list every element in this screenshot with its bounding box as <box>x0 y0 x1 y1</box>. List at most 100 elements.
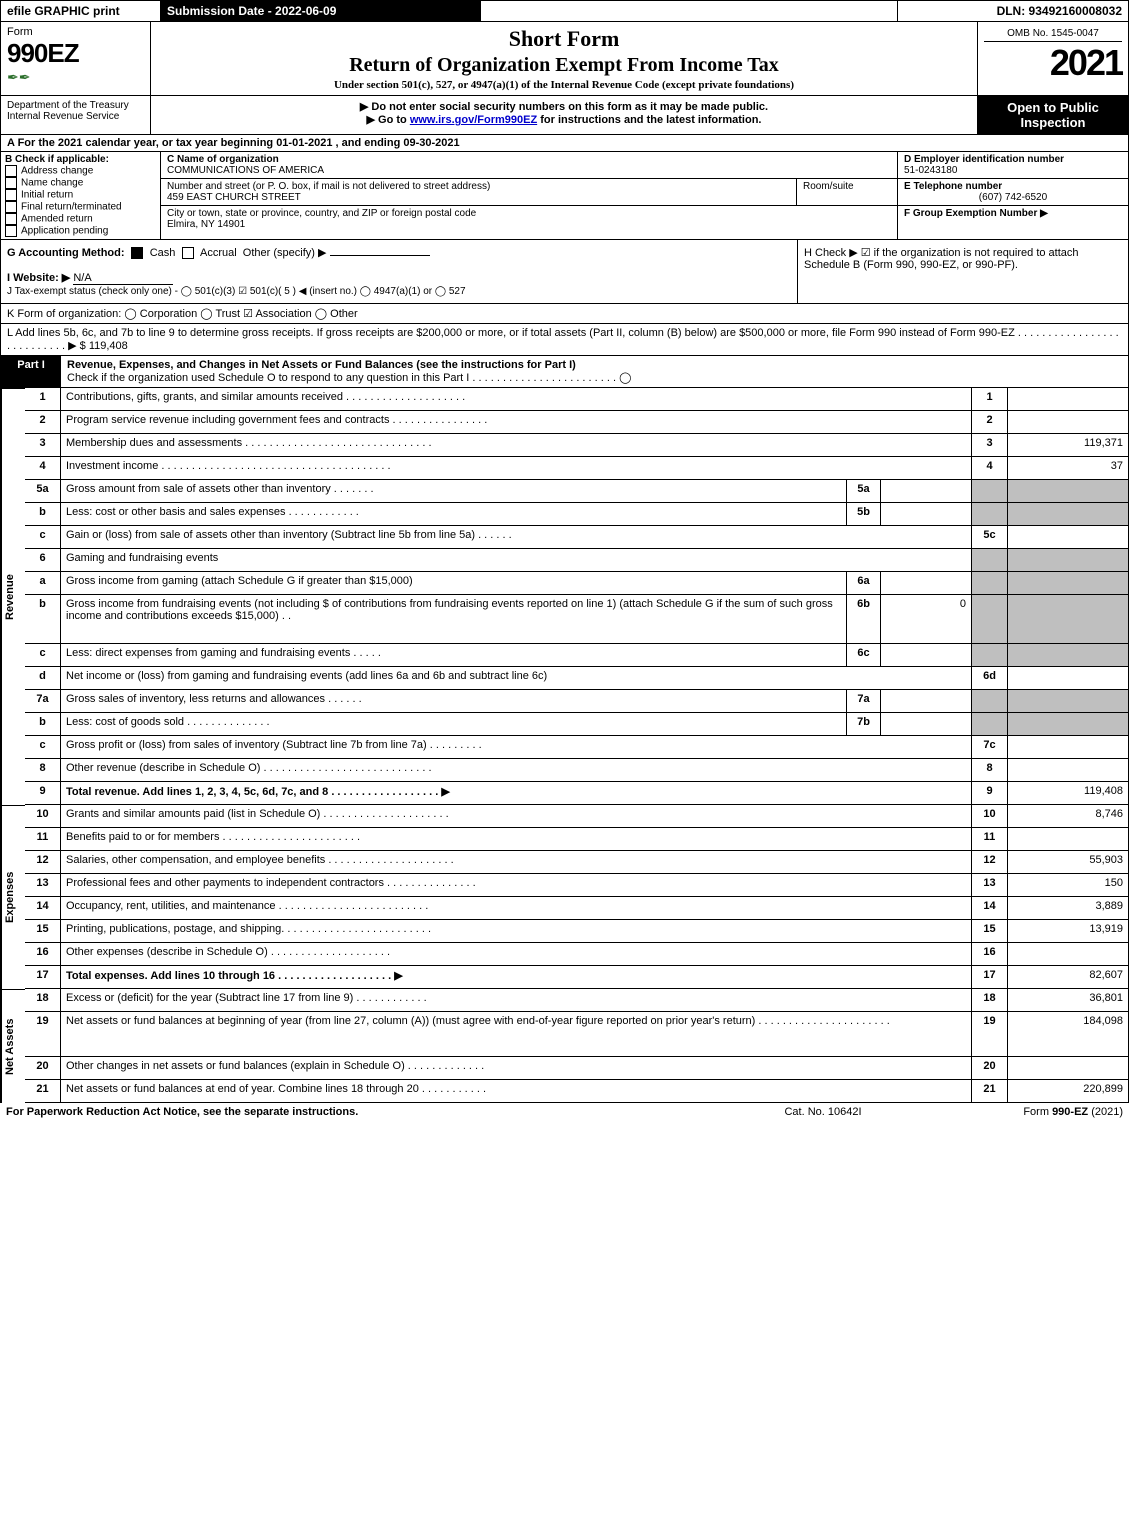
checkbox-accrual[interactable] <box>182 247 194 259</box>
line-number: 7a <box>25 690 61 713</box>
section-b-label: B Check if applicable: <box>5 154 156 165</box>
efile-print-label[interactable]: efile GRAPHIC print <box>1 1 161 21</box>
year-omb-cell: OMB No. 1545-0047 2021 <box>978 22 1128 95</box>
checkbox-initial-return[interactable]: Initial return <box>5 189 156 201</box>
line-number: c <box>25 526 61 549</box>
other-input[interactable] <box>330 255 430 256</box>
right-line-number: 8 <box>972 759 1008 782</box>
section-j: J Tax-exempt status (check only one) - ◯… <box>7 286 466 297</box>
group-exemption-row: F Group Exemption Number ▶ <box>898 206 1128 221</box>
open-to-public: Open to Public Inspection <box>978 96 1128 134</box>
sub-line-amount <box>881 690 971 712</box>
part-1-title: Revenue, Expenses, and Changes in Net As… <box>61 356 1128 387</box>
footer-form-ref: Form 990-EZ (2021) <box>923 1106 1123 1118</box>
ein-row: D Employer identification number 51-0243… <box>898 152 1128 179</box>
checkbox-application-pending[interactable]: Application pending <box>5 225 156 237</box>
dept-link-post: for instructions and the latest informat… <box>537 114 761 126</box>
line-number: 9 <box>25 782 61 805</box>
line-desc: Gain or (loss) from sale of assets other… <box>61 526 972 549</box>
line-amount: 184,098 <box>1008 1012 1128 1057</box>
tel-value: (607) 742-6520 <box>904 192 1122 203</box>
line-amount <box>1008 690 1128 713</box>
line-desc-with-sub: Gross income from gaming (attach Schedul… <box>61 572 972 595</box>
right-line-number: 19 <box>972 1012 1008 1057</box>
org-city-value: Elmira, NY 14901 <box>167 219 891 230</box>
checkbox-amended-return[interactable]: Amended return <box>5 213 156 225</box>
checkbox-address-change[interactable]: Address change <box>5 165 156 177</box>
right-line-number: 7c <box>972 736 1008 759</box>
right-line-number: 14 <box>972 897 1008 920</box>
right-line-number: 11 <box>972 828 1008 851</box>
right-line-number: 5c <box>972 526 1008 549</box>
line-desc: Net income or (loss) from gaming and fun… <box>61 667 972 690</box>
line-desc-with-sub: Less: direct expenses from gaming and fu… <box>61 644 972 667</box>
line-desc: Other expenses (describe in Schedule O) … <box>61 943 972 966</box>
checkbox-cash[interactable] <box>131 247 143 259</box>
line-amount: 150 <box>1008 874 1128 897</box>
sub-line-number: 6c <box>847 644 881 666</box>
line-amount <box>1008 388 1128 411</box>
line-amount <box>1008 644 1128 667</box>
org-city-label: City or town, state or province, country… <box>167 208 891 219</box>
line-desc: Contributions, gifts, grants, and simila… <box>61 388 972 411</box>
right-line-number: 17 <box>972 966 1008 989</box>
line-desc: Total expenses. Add lines 10 through 16 … <box>61 966 972 989</box>
line-number: 17 <box>25 966 61 989</box>
org-info-block: B Check if applicable: Address change Na… <box>0 152 1129 240</box>
line-amount <box>1008 828 1128 851</box>
sub-line-number: 7a <box>847 690 881 712</box>
line-desc: Gross profit or (loss) from sales of inv… <box>61 736 972 759</box>
line-amount: 55,903 <box>1008 851 1128 874</box>
section-l: L Add lines 5b, 6c, and 7b to line 9 to … <box>0 324 1129 356</box>
right-line-number: 1 <box>972 388 1008 411</box>
line-desc: Program service revenue including govern… <box>61 411 972 434</box>
net-assets-label: Net Assets <box>1 989 25 1103</box>
line-desc-with-sub: Gross sales of inventory, less returns a… <box>61 690 972 713</box>
line-number: b <box>25 595 61 644</box>
right-line-number: 13 <box>972 874 1008 897</box>
sub-line-amount <box>881 713 971 735</box>
form-page: efile GRAPHIC print Submission Date - 20… <box>0 0 1129 1121</box>
checkbox-name-change[interactable]: Name change <box>5 177 156 189</box>
g-label: G Accounting Method: <box>7 247 125 259</box>
sub-line-amount <box>881 572 971 594</box>
part-1-table: Revenue1Contributions, gifts, grants, an… <box>0 388 1129 1103</box>
line-desc: Gross amount from sale of assets other t… <box>61 480 847 502</box>
line-amount <box>1008 526 1128 549</box>
line-desc-with-sub: Less: cost of goods sold . . . . . . . .… <box>61 713 972 736</box>
irs-link[interactable]: www.irs.gov/Form990EZ <box>410 114 537 126</box>
chk-label: Name change <box>21 178 83 189</box>
short-form-label: Short Form <box>157 26 971 52</box>
section-g: G Accounting Method: Cash Accrual Other … <box>1 240 798 303</box>
line-desc: Investment income . . . . . . . . . . . … <box>61 457 972 480</box>
line-amount <box>1008 595 1128 644</box>
line-number: a <box>25 572 61 595</box>
line-amount <box>1008 759 1128 782</box>
form-title-cell: Short Form Return of Organization Exempt… <box>151 22 978 95</box>
line-amount: 3,889 <box>1008 897 1128 920</box>
footer-paperwork: For Paperwork Reduction Act Notice, see … <box>6 1106 723 1118</box>
line-number: d <box>25 667 61 690</box>
line-desc: Net assets or fund balances at end of ye… <box>61 1080 972 1103</box>
form-number: 990EZ <box>7 38 144 69</box>
line-desc-with-sub: Gross amount from sale of assets other t… <box>61 480 972 503</box>
leaf-icon: ✒✒ <box>7 69 144 86</box>
topbar-spacer <box>481 1 898 21</box>
line-number: 19 <box>25 1012 61 1057</box>
sub-line-amount <box>881 480 971 502</box>
line-number: b <box>25 713 61 736</box>
footer-form-num: 990-EZ <box>1052 1106 1088 1118</box>
org-name-label: C Name of organization <box>167 154 891 165</box>
form-label: Form <box>7 26 144 38</box>
line-number: 10 <box>25 805 61 828</box>
line-amount: 8,746 <box>1008 805 1128 828</box>
line-desc: Benefits paid to or for members . . . . … <box>61 828 972 851</box>
checkbox-final-return[interactable]: Final return/terminated <box>5 201 156 213</box>
right-line-number: 10 <box>972 805 1008 828</box>
form-header: Form 990EZ ✒✒ Short Form Return of Organ… <box>0 22 1129 96</box>
section-l-amount: 119,408 <box>89 340 128 352</box>
line-number: 13 <box>25 874 61 897</box>
chk-label: Final return/terminated <box>21 202 122 213</box>
line-desc-with-sub: Less: cost or other basis and sales expe… <box>61 503 972 526</box>
cash-label: Cash <box>150 247 176 259</box>
